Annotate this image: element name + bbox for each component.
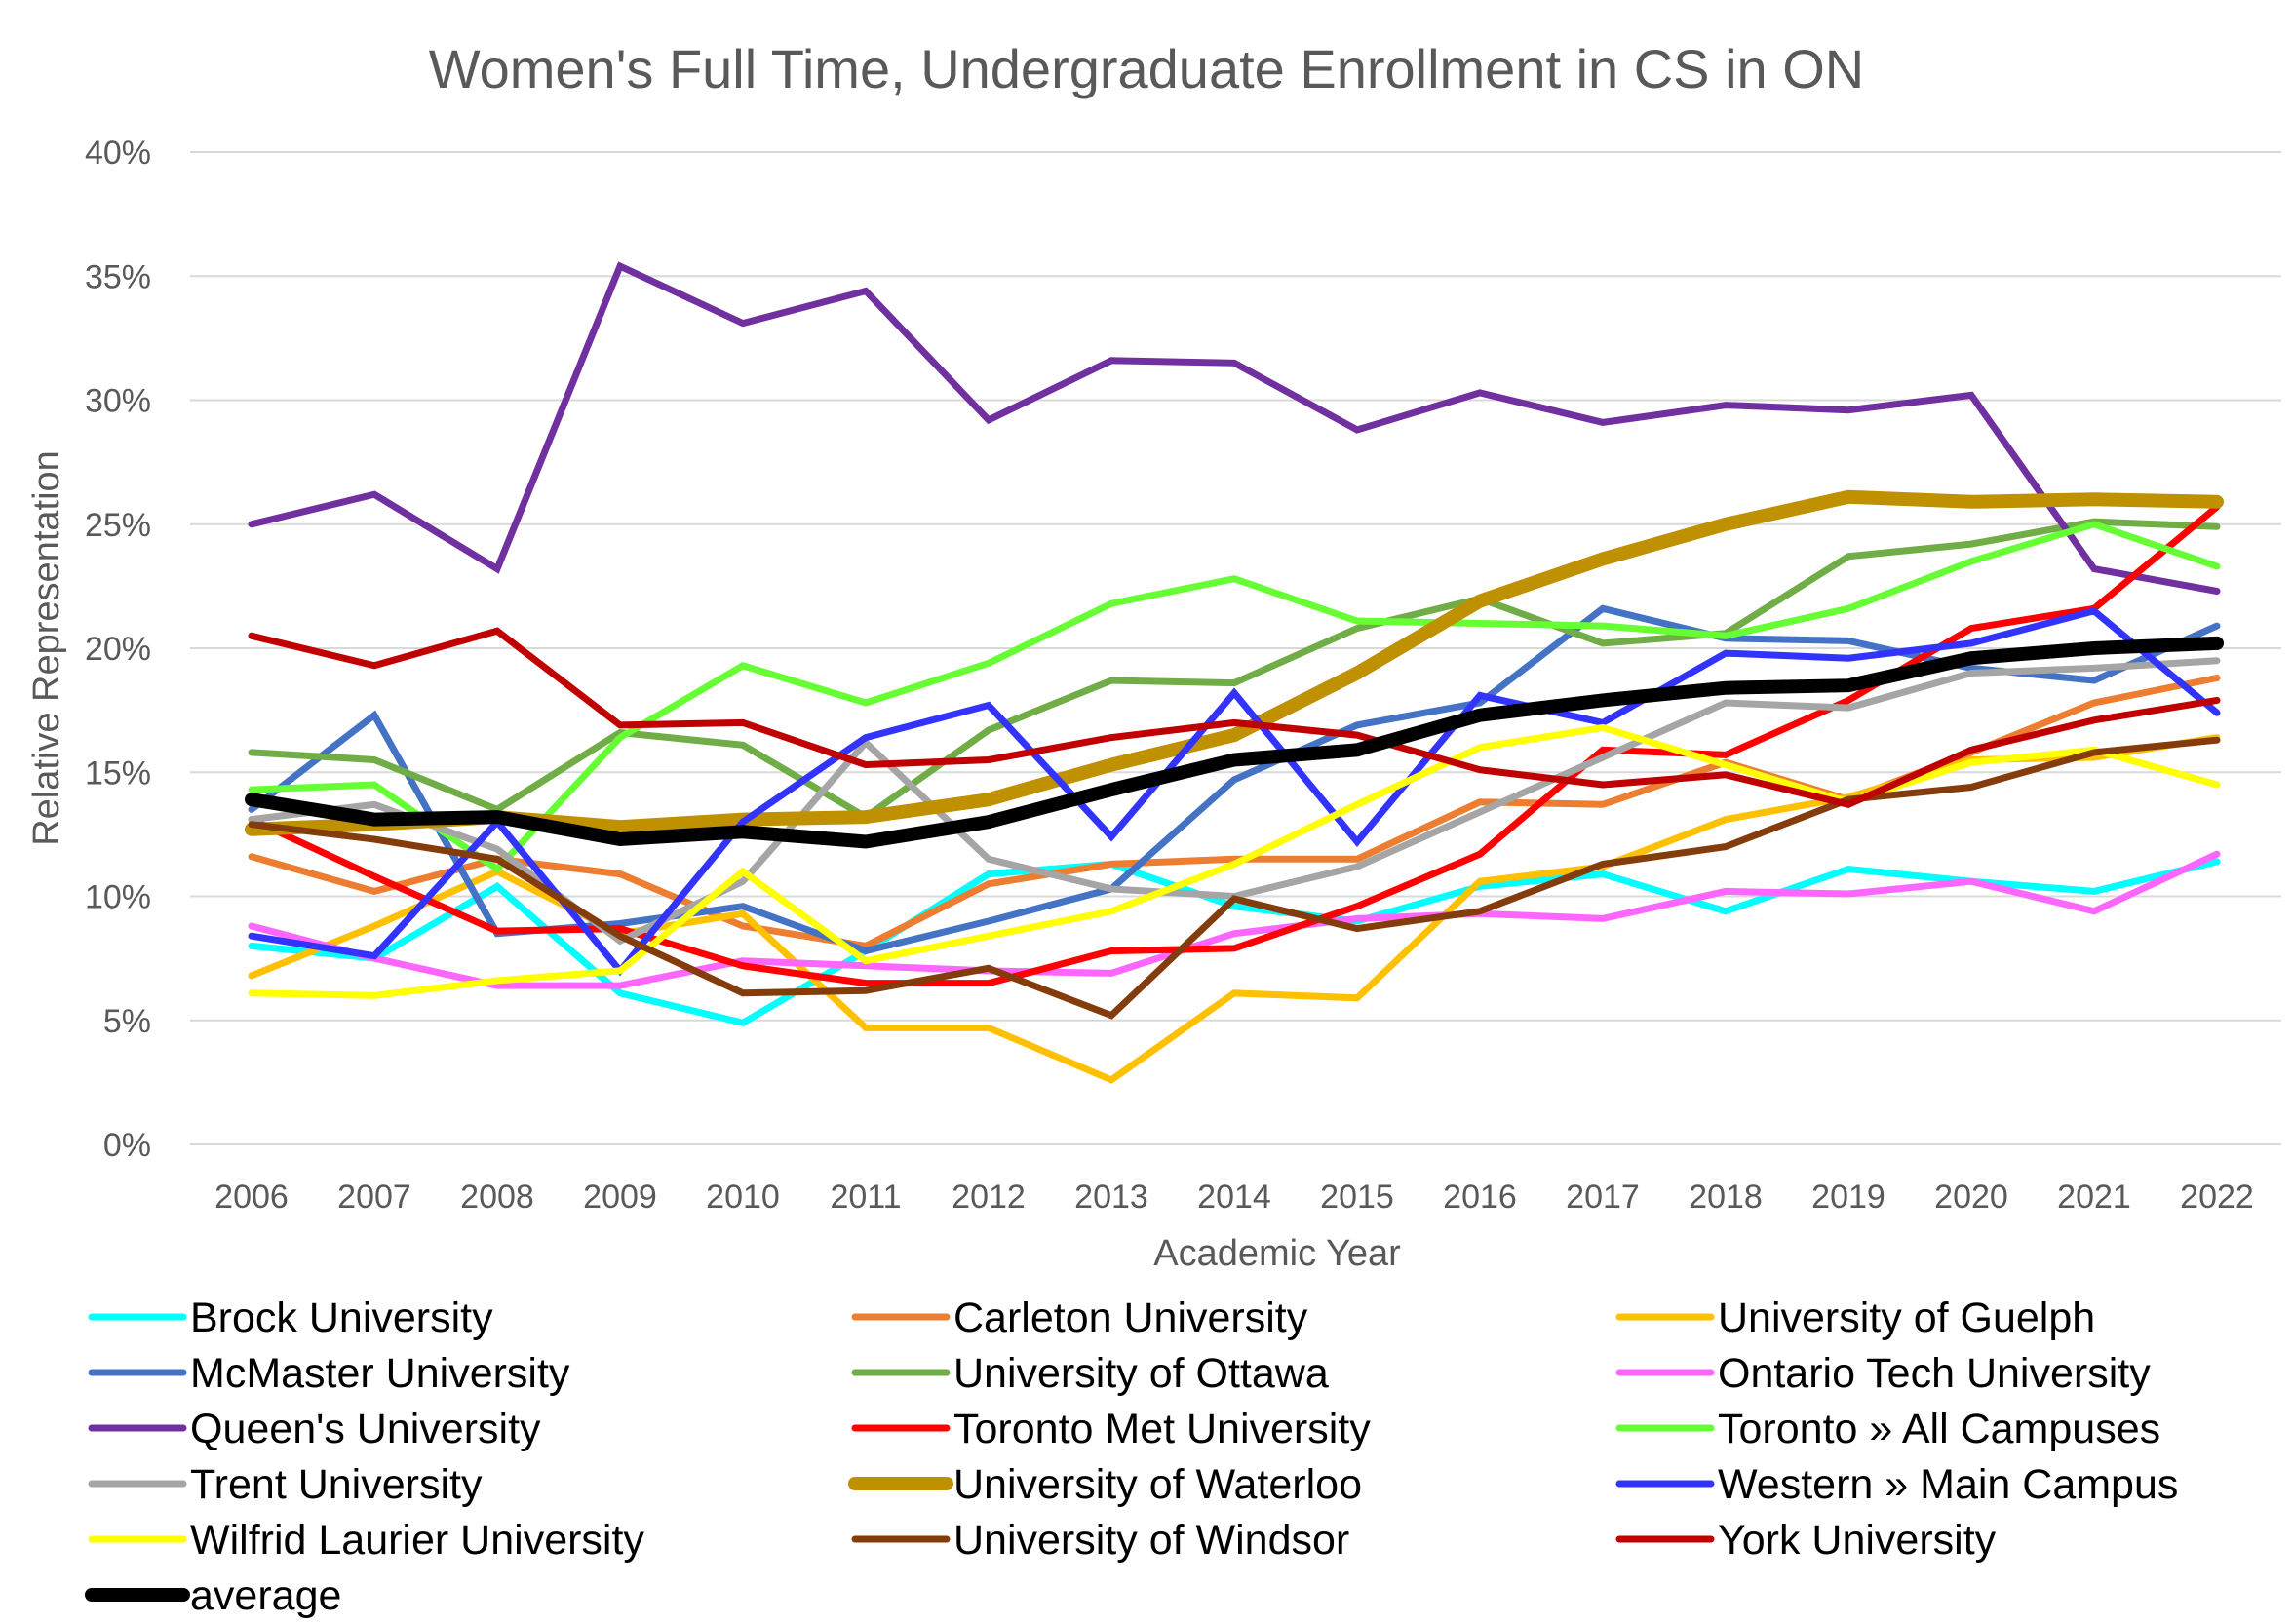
x-tick-label: 2011 <box>830 1179 901 1216</box>
legend-label: University of Windsor <box>953 1517 1349 1564</box>
series-line-western-main-campus <box>248 606 2221 977</box>
x-tick-labels: 2006 2007 2008 2009 2010 2011 2012 2013 2014 2015… <box>214 1179 2254 1216</box>
legend-label: York University <box>1718 1517 1997 1564</box>
x-tick-label: 2022 <box>2180 1179 2254 1216</box>
y-tick-label: 0% <box>103 1127 151 1164</box>
legend-label: average <box>190 1572 341 1619</box>
y-axis-title: Relative Representation <box>26 450 67 846</box>
chart-title: Women's Full Time, Undergraduate Enrollm… <box>429 38 1864 99</box>
series-lines <box>245 261 2224 1084</box>
legend-label: Carleton University <box>953 1295 1308 1341</box>
legend-label: Wilfrid Laurier University <box>190 1517 644 1564</box>
y-tick-labels: 0% 5% 10% 15% 20% 25% 30% 35% 40% <box>85 135 151 1164</box>
legend: Brock University Carleton University Unive… <box>85 1295 2178 1619</box>
series-line-brock-university <box>248 858 2221 1027</box>
legend-label: Toronto » All Campuses <box>1718 1406 2160 1452</box>
y-tick-label: 20% <box>85 631 151 668</box>
legend-label: Trent University <box>190 1461 483 1508</box>
series-line-ontario-tech-university <box>248 850 2221 989</box>
x-tick-label: 2014 <box>1197 1179 1271 1216</box>
x-tick-label: 2021 <box>2057 1179 2131 1216</box>
x-tick-label: 2006 <box>214 1179 289 1216</box>
legend-label: Brock University <box>190 1295 493 1341</box>
legend-label: Western » Main Campus <box>1718 1461 2178 1508</box>
y-tick-label: 30% <box>85 383 151 420</box>
series-line-university-of-windsor <box>248 736 2221 1020</box>
series-line-university-of-ottawa <box>248 518 2221 822</box>
legend-label: McMaster University <box>190 1350 570 1397</box>
y-tick-label: 40% <box>85 135 151 172</box>
x-tick-label: 2018 <box>1689 1179 1763 1216</box>
x-tick-label: 2020 <box>1934 1179 2008 1216</box>
series-line-average <box>245 636 2224 849</box>
y-tick-label: 10% <box>85 879 151 916</box>
x-tick-label: 2010 <box>706 1179 780 1216</box>
x-tick-label: 2013 <box>1074 1179 1148 1216</box>
x-axis-title: Academic Year <box>1153 1233 1401 1274</box>
legend-label: University of Guelph <box>1718 1295 2095 1341</box>
x-tick-label: 2009 <box>583 1179 657 1216</box>
x-tick-label: 2007 <box>337 1179 411 1216</box>
series-line-york-university <box>248 627 2221 808</box>
series-line-university-of-waterloo <box>245 489 2224 836</box>
x-tick-label: 2016 <box>1443 1179 1517 1216</box>
y-tick-label: 25% <box>85 507 151 544</box>
x-tick-label: 2008 <box>460 1179 534 1216</box>
x-tick-label: 2012 <box>952 1179 1026 1216</box>
legend-label: Ontario Tech University <box>1718 1350 2151 1397</box>
legend-label: Toronto Met University <box>953 1406 1371 1452</box>
series-line-queen-s-university <box>248 261 2221 595</box>
gridlines <box>190 151 2281 1145</box>
legend-label: University of Waterloo <box>953 1461 1362 1508</box>
x-tick-label: 2017 <box>1566 1179 1640 1216</box>
legend-label: University of Ottawa <box>953 1350 1329 1397</box>
y-tick-label: 5% <box>103 1003 151 1040</box>
x-tick-label: 2019 <box>1811 1179 1885 1216</box>
legend-label: Queen's University <box>190 1406 541 1452</box>
y-tick-label: 15% <box>85 754 151 792</box>
series-line-toronto-all-campuses <box>248 521 2221 874</box>
x-tick-label: 2015 <box>1320 1179 1394 1216</box>
y-tick-label: 35% <box>85 258 151 295</box>
